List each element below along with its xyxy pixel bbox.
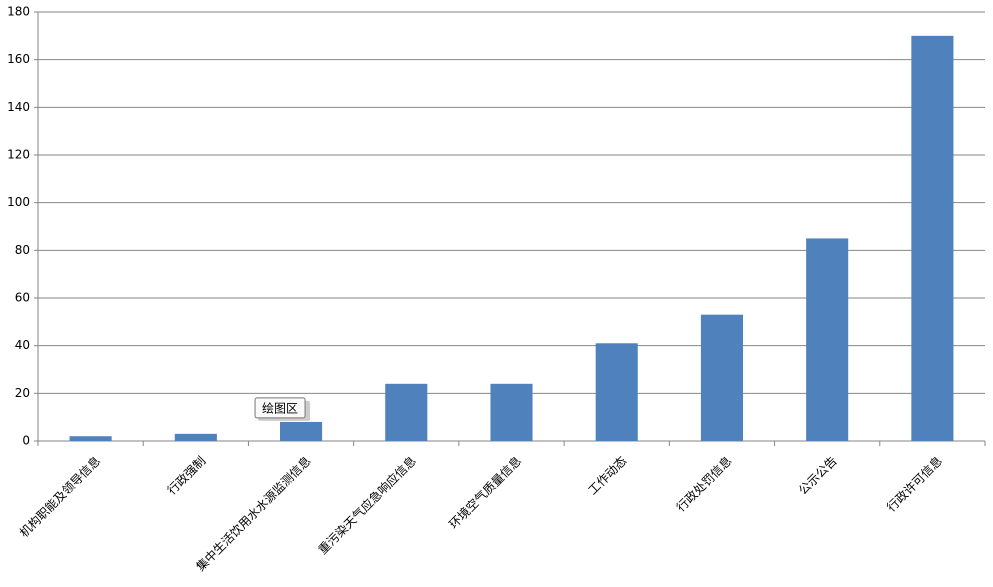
bar	[911, 35, 954, 441]
tooltip-text: 绘图区	[262, 400, 298, 415]
y-tick-label: 120	[7, 148, 30, 162]
bar	[174, 433, 217, 441]
y-tick-label: 160	[7, 52, 30, 66]
x-tick-label: 行政强制	[165, 454, 209, 498]
tooltip: 绘图区	[254, 397, 311, 421]
y-tick-label: 0	[22, 434, 30, 448]
x-tick-label: 机构职能及领导信息	[16, 453, 103, 540]
x-tick-label: 集中生活饮用水水源监测信息	[193, 453, 314, 574]
bar	[490, 383, 533, 441]
y-tick-label: 80	[15, 243, 30, 257]
y-tick-label: 100	[7, 195, 30, 209]
y-tick-label: 140	[7, 100, 30, 114]
y-tick-label: 60	[15, 291, 30, 305]
bar	[69, 436, 112, 441]
x-tick-label: 工作动态	[585, 454, 629, 498]
y-tick-label: 20	[15, 386, 30, 400]
x-tick-label: 行政处罚信息	[673, 453, 735, 515]
x-tick-label: 公示公告	[796, 454, 840, 498]
y-tick-label: 40	[15, 338, 30, 352]
tooltip-box	[254, 397, 306, 419]
bar	[700, 314, 743, 441]
x-tick-label: 环境空气质量信息	[446, 453, 524, 531]
bar	[385, 383, 428, 441]
x-tick-label: 行政许可信息	[883, 453, 945, 515]
bar	[595, 343, 638, 441]
x-tick-label: 重污染天气应急响应信息	[315, 453, 419, 557]
y-tick-label: 180	[7, 5, 30, 19]
bar	[280, 421, 323, 441]
bar	[806, 238, 849, 441]
